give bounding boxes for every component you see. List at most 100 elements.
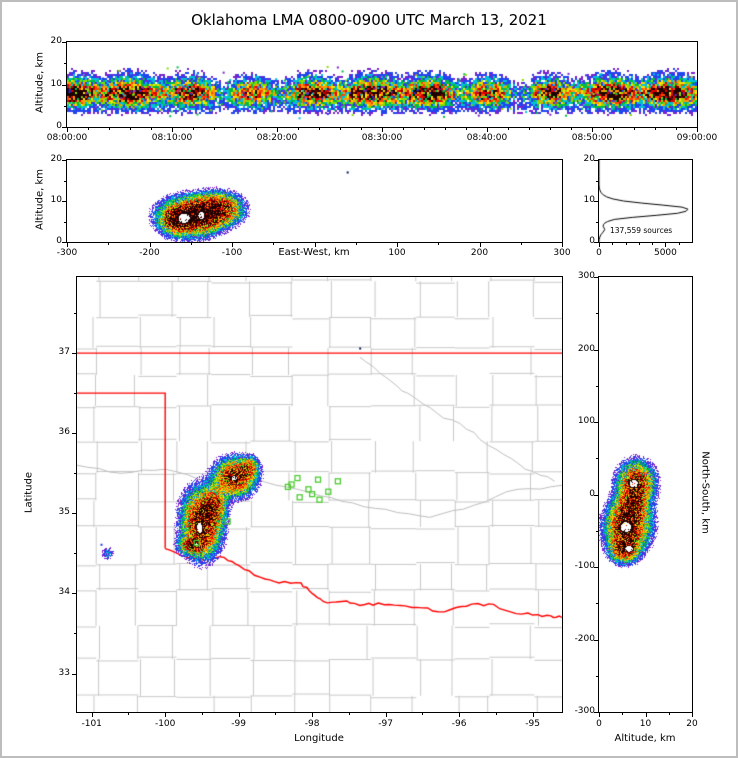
x-tick-label: -101: [81, 719, 102, 729]
tick-mark: [634, 128, 635, 130]
x-tick-label: 08:50:00: [571, 133, 613, 143]
tick-mark: [91, 713, 93, 717]
x-tick-label: 0: [596, 719, 602, 729]
tick-mark: [361, 128, 362, 130]
x-tick-label: 08:00:00: [46, 133, 88, 143]
tick-mark: [275, 713, 277, 715]
x-tick-label: -95: [525, 719, 540, 729]
y-tick-label: 34: [58, 587, 70, 598]
ew-panel-ylabel: Altitude, km: [34, 169, 46, 230]
tick-mark: [459, 713, 461, 717]
x-tick-label: 08:40:00: [466, 133, 508, 143]
tick-mark: [495, 713, 497, 715]
tick-mark: [190, 243, 192, 245]
tick-mark: [613, 128, 614, 130]
x-tick-label: 5000: [653, 248, 677, 258]
tick-mark: [422, 713, 424, 715]
plan-xlabel: Longitude: [294, 733, 344, 744]
tick-mark: [88, 128, 89, 130]
tick-mark: [424, 128, 425, 130]
tick-mark: [638, 243, 640, 245]
tick-mark: [355, 243, 357, 245]
tick-mark: [403, 128, 404, 130]
tick-mark: [445, 128, 446, 130]
x-tick-label: 08:20:00: [256, 133, 298, 143]
x-tick-label: 0: [596, 248, 602, 258]
tick-mark: [532, 713, 534, 717]
ns-panel-ylabel: North-South, km: [699, 451, 711, 534]
x-tick-label: -300: [56, 248, 78, 258]
tick-mark: [550, 128, 551, 130]
tick-mark: [382, 128, 383, 132]
tick-mark: [668, 713, 670, 715]
y-tick-label: 36: [58, 427, 70, 438]
tick-mark: [592, 128, 593, 132]
tick-mark: [273, 243, 275, 245]
tick-mark: [397, 243, 398, 247]
tick-mark: [151, 128, 152, 130]
x-tick-label: 09:00:00: [676, 133, 718, 143]
tick-mark: [256, 128, 257, 130]
tick-mark: [529, 128, 530, 130]
sources-count-annotation: 137,559 sources: [610, 226, 673, 235]
time-panel-ylabel: Altitude, km: [34, 52, 46, 113]
tick-mark: [319, 128, 320, 130]
plan-view-map-canvas: [76, 276, 563, 713]
plan-ylabel: Latitude: [23, 471, 35, 514]
altitude-histogram-canvas: [598, 159, 693, 243]
tick-mark: [108, 243, 110, 245]
tick-mark: [172, 128, 173, 132]
x-tick-label: -96: [451, 719, 467, 729]
x-tick-label: -200: [139, 248, 160, 258]
x-tick-label: 10: [639, 719, 652, 729]
x-tick-label: 08:30:00: [361, 133, 403, 143]
tick-mark: [348, 713, 350, 715]
tick-mark: [130, 128, 131, 130]
y-tick-label: 33: [58, 667, 70, 678]
tick-mark: [277, 128, 278, 132]
tick-mark: [692, 713, 693, 717]
tick-mark: [676, 128, 677, 130]
tick-mark: [652, 243, 654, 245]
tick-mark: [149, 243, 151, 247]
tick-mark: [520, 243, 522, 245]
tick-mark: [238, 713, 240, 717]
tick-mark: [438, 243, 440, 245]
tick-mark: [622, 713, 624, 715]
tick-mark: [67, 128, 68, 132]
tick-mark: [214, 128, 215, 130]
y-tick-label: 37: [58, 347, 70, 358]
east-west-altitude-canvas: [66, 159, 563, 243]
tick-mark: [193, 128, 194, 130]
x-tick-label: -98: [304, 719, 320, 729]
tick-mark: [625, 243, 627, 245]
x-tick-label: 20: [686, 719, 698, 729]
x-tick-label: 08:10:00: [151, 133, 193, 143]
ew-panel-xlabel: East-West, km: [278, 247, 350, 258]
tick-mark: [67, 243, 68, 247]
x-tick-label: 300: [553, 248, 571, 258]
tick-mark: [697, 128, 698, 132]
tick-mark: [655, 128, 656, 130]
tick-mark: [312, 713, 314, 717]
tick-mark: [665, 243, 667, 247]
tick-mark: [562, 243, 563, 247]
x-tick-label: -100: [154, 719, 176, 729]
tick-mark: [612, 243, 614, 245]
tick-mark: [678, 243, 680, 245]
tick-mark: [385, 713, 387, 717]
ns-panel-xlabel: Altitude, km: [614, 733, 676, 744]
tick-mark: [298, 128, 299, 130]
tick-mark: [479, 243, 481, 247]
tick-mark: [466, 128, 467, 130]
tick-mark: [109, 128, 110, 130]
tick-mark: [232, 243, 233, 247]
tick-mark: [571, 128, 572, 130]
tick-mark: [599, 713, 600, 717]
tick-mark: [128, 713, 130, 715]
tick-mark: [165, 713, 167, 717]
x-tick-label: -97: [378, 719, 393, 729]
north-south-altitude-canvas: [598, 276, 693, 713]
tick-mark: [201, 713, 203, 715]
